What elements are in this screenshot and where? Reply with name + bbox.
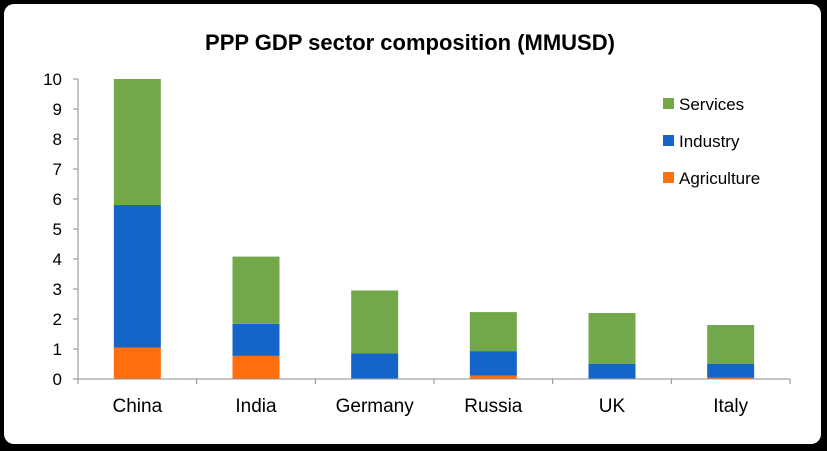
bar-services-uk: [588, 313, 636, 364]
y-tick-label: 4: [53, 250, 62, 269]
bars: [113, 79, 755, 379]
y-tick-label: 9: [53, 100, 62, 119]
y-tick-label: 2: [53, 310, 62, 329]
y-tick-label: 10: [43, 70, 62, 89]
bar-services-germany: [351, 290, 399, 354]
x-tick-label: Russia: [464, 396, 523, 417]
y-tick-label: 0: [53, 370, 62, 389]
x-axis: China India Germany Russia UK Italy: [77, 378, 791, 417]
bar-agriculture-india: [232, 355, 280, 379]
y-tick-label: 8: [53, 130, 62, 149]
x-tick-label: India: [235, 396, 277, 417]
bar-agriculture-china: [113, 347, 161, 379]
legend-label-services: Services: [679, 95, 744, 114]
bar-industry-uk: [588, 363, 636, 379]
bar-agriculture-russia: [469, 375, 517, 379]
y-tick-label: 1: [53, 340, 62, 359]
y-axis: 0 1 2 3 4 5 6 7 8 9 10: [43, 70, 79, 389]
bar-services-china: [113, 79, 161, 205]
legend: Services Industry Agriculture: [663, 95, 760, 188]
x-tick-label: UK: [599, 396, 626, 417]
legend-swatch-services: [663, 98, 674, 109]
bar-services-russia: [469, 312, 517, 352]
legend-label-agriculture: Agriculture: [679, 169, 760, 188]
legend-label-industry: Industry: [679, 132, 740, 151]
bar-industry-china: [113, 205, 161, 348]
y-tick-label: 6: [53, 190, 62, 209]
x-tick-label: Italy: [713, 396, 748, 417]
bar-agriculture-italy: [707, 377, 755, 379]
legend-swatch-agriculture: [663, 172, 674, 183]
bar-services-india: [232, 256, 280, 324]
y-tick-label: 3: [53, 280, 62, 299]
bar-industry-india: [232, 323, 280, 356]
chart-title: PPP GDP sector composition (MMUSD): [205, 30, 615, 55]
bar-services-italy: [707, 325, 755, 364]
bar-industry-germany: [351, 353, 399, 379]
x-tick-label: China: [113, 396, 163, 417]
bar-industry-russia: [469, 351, 517, 376]
y-tick-label: 5: [53, 220, 62, 239]
x-tick-label: Germany: [336, 396, 415, 417]
y-tick-label: 7: [53, 160, 62, 179]
bar-industry-italy: [707, 363, 755, 378]
legend-swatch-industry: [663, 135, 674, 146]
